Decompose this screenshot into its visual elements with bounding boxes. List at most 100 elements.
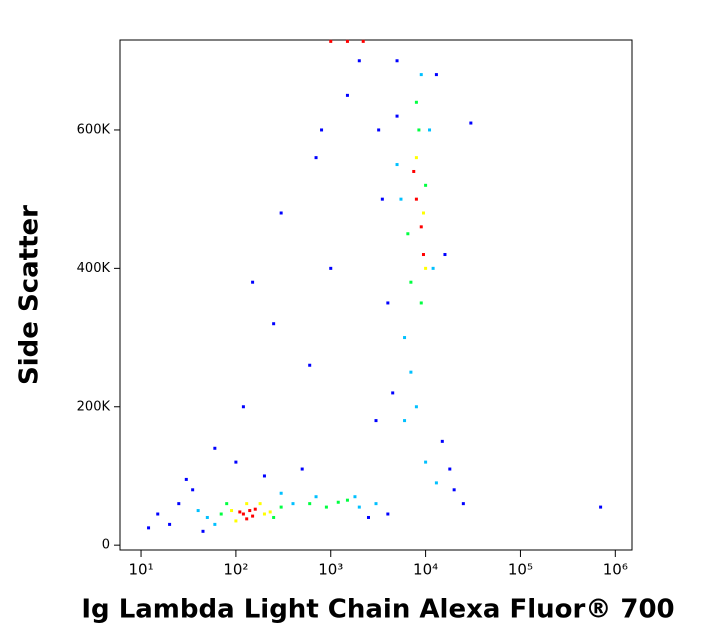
- point: [421, 253, 425, 257]
- point: [395, 59, 399, 63]
- point: [443, 253, 447, 257]
- point: [414, 156, 418, 160]
- point: [345, 39, 349, 43]
- point: [184, 477, 188, 481]
- point: [391, 391, 395, 395]
- point: [452, 488, 456, 492]
- point: [409, 280, 413, 284]
- point: [386, 301, 390, 305]
- point: [245, 502, 249, 506]
- point: [419, 73, 423, 77]
- point: [448, 467, 452, 471]
- x-tick-label: 10⁶: [603, 561, 628, 579]
- point: [399, 197, 403, 201]
- x-tick-label: 10³: [318, 561, 343, 579]
- point: [419, 301, 423, 305]
- point: [213, 446, 217, 450]
- point: [409, 370, 413, 374]
- point: [414, 197, 418, 201]
- point: [279, 491, 283, 495]
- point: [314, 156, 318, 160]
- point: [238, 510, 242, 514]
- point: [272, 322, 276, 326]
- point: [253, 507, 257, 511]
- point: [314, 495, 318, 499]
- point: [213, 522, 217, 526]
- point: [469, 121, 473, 125]
- point: [414, 405, 418, 409]
- point: [320, 128, 324, 132]
- point: [403, 336, 407, 340]
- x-tick-label: 10⁴: [413, 561, 438, 579]
- point: [205, 515, 209, 519]
- point: [431, 266, 435, 270]
- point: [191, 488, 195, 492]
- x-tick-label: 10²: [223, 561, 248, 579]
- y-tick-label: 200K: [77, 399, 111, 414]
- point: [374, 419, 378, 423]
- point: [366, 515, 370, 519]
- point: [403, 419, 407, 423]
- point: [168, 522, 172, 526]
- point: [395, 114, 399, 118]
- point: [414, 100, 418, 104]
- point: [599, 505, 603, 509]
- y-tick-label: 0: [102, 538, 110, 553]
- point: [262, 512, 266, 516]
- point: [329, 266, 333, 270]
- x-tick-label: 10¹: [128, 561, 153, 579]
- point: [329, 39, 333, 43]
- point: [300, 467, 304, 471]
- point: [345, 93, 349, 97]
- point: [353, 495, 357, 499]
- point: [196, 509, 200, 513]
- point: [272, 515, 276, 519]
- point: [262, 474, 266, 478]
- x-axis-title: Ig Lambda Light Chain Alexa Fluor® 700: [81, 595, 674, 625]
- point: [201, 529, 205, 533]
- point: [417, 128, 421, 132]
- point: [241, 405, 245, 409]
- point: [156, 512, 160, 516]
- point: [147, 526, 151, 530]
- point: [251, 280, 255, 284]
- point: [234, 519, 238, 523]
- point: [374, 502, 378, 506]
- point: [324, 505, 328, 509]
- point: [234, 460, 238, 464]
- point: [377, 128, 381, 132]
- point: [357, 59, 361, 63]
- point: [380, 197, 384, 201]
- plot-frame: [119, 39, 633, 551]
- point: [434, 481, 438, 485]
- point: [357, 505, 361, 509]
- point: [440, 439, 444, 443]
- point: [245, 517, 249, 521]
- point: [291, 502, 295, 506]
- point: [241, 512, 245, 516]
- point: [424, 183, 428, 187]
- point: [434, 73, 438, 77]
- point: [361, 39, 365, 43]
- point: [308, 363, 312, 367]
- point: [248, 509, 252, 513]
- point: [419, 225, 423, 229]
- point: [406, 232, 410, 236]
- point: [279, 505, 283, 509]
- point: [268, 510, 272, 514]
- x-tick-label: 10⁵: [508, 561, 533, 579]
- point: [177, 502, 181, 506]
- point: [336, 500, 340, 504]
- point: [421, 211, 425, 215]
- point: [225, 502, 229, 506]
- point: [345, 498, 349, 502]
- point: [251, 514, 255, 518]
- point: [279, 211, 283, 215]
- y-axis-title: Side Scatter: [15, 205, 45, 385]
- point: [308, 502, 312, 506]
- point: [424, 266, 428, 270]
- y-tick-label: 400K: [77, 261, 111, 276]
- point: [395, 163, 399, 167]
- point: [219, 512, 223, 516]
